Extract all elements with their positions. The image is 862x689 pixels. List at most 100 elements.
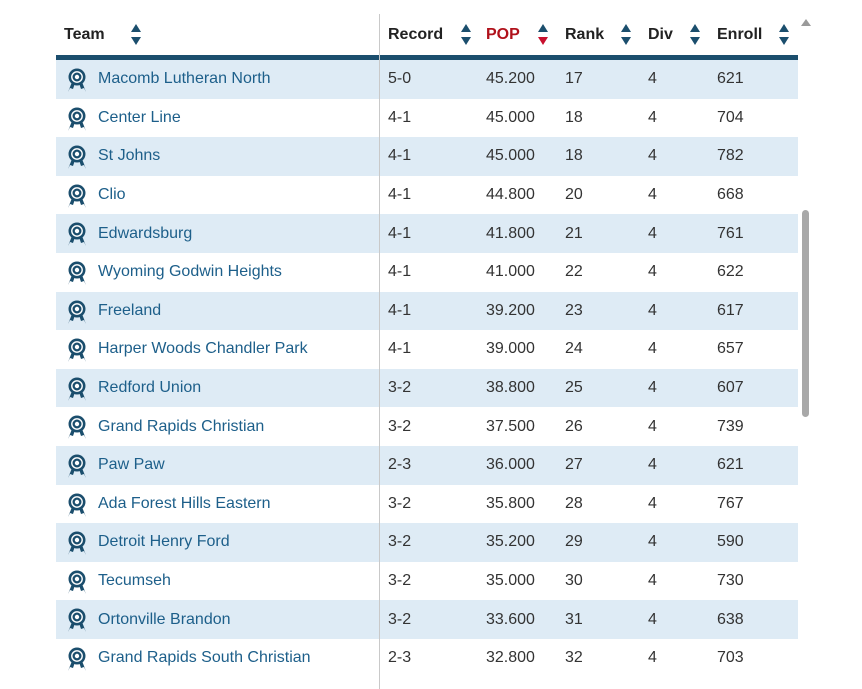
team-link[interactable]: Redford Union [98,379,202,397]
rank-cell: 21 [565,224,583,242]
team-link[interactable]: St Johns [98,147,161,165]
rank-cell: 17 [565,70,583,88]
column-header-record[interactable]: Record [388,14,471,55]
record-cell: 4-1 [388,108,412,126]
record-cell: 2-3 [388,456,412,474]
team-link[interactable]: Freeland [98,301,162,319]
team-link[interactable]: Detroit Henry Ford [98,533,230,551]
enroll-cell: 590 [717,533,744,551]
div-cell: 4 [648,610,657,628]
table-row: Ada Forest Hills Eastern 3-2 35.800 28 4 767 [56,485,798,524]
award-ribbon-icon [64,530,90,556]
team-link[interactable]: Wyoming Godwin Heights [98,263,282,281]
column-header-rank[interactable]: Rank [565,14,631,55]
table-row: Ortonville Brandon 3-2 33.600 31 4 638 [56,600,798,639]
scroll-up-icon[interactable] [801,19,811,26]
team-link[interactable]: Ortonville Brandon [98,610,231,628]
table-row: Edwardsburg 4-1 41.800 21 4 761 [56,214,798,253]
div-cell: 4 [648,379,657,397]
sort-arrows-icon[interactable] [689,22,701,48]
rank-cell: 30 [565,572,583,590]
column-header-pop[interactable]: POP [486,14,548,55]
team-link[interactable]: Grand Rapids Christian [98,417,265,435]
award-ribbon-icon [64,337,90,363]
sort-arrows-icon[interactable] [620,22,632,48]
team-link[interactable]: Clio [98,186,126,204]
div-cell: 4 [648,533,657,551]
table-row: Freeland 4-1 39.200 23 4 617 [56,291,798,331]
enroll-cell: 730 [717,572,744,590]
pop-cell: 39.000 [486,340,535,358]
record-cell: 4-1 [388,301,412,319]
award-ribbon-icon [64,646,90,672]
pop-cell: 41.000 [486,263,535,281]
column-header-div[interactable]: Div [648,14,700,55]
pop-cell: 35.200 [486,533,535,551]
div-cell: 4 [648,340,657,358]
pop-cell: 33.600 [486,610,535,628]
award-ribbon-icon [64,569,90,595]
team-link[interactable]: Ada Forest Hills Eastern [98,494,271,512]
column-label-pop: POP [486,25,520,43]
award-ribbon-icon [64,183,90,209]
award-ribbon-icon [64,106,90,132]
sort-arrows-icon[interactable] [130,22,142,48]
rank-cell: 20 [565,186,583,204]
column-label-record: Record [388,25,444,43]
record-cell: 2-3 [388,649,412,667]
record-cell: 3-2 [388,417,412,435]
team-link[interactable]: Macomb Lutheran North [98,70,271,88]
award-ribbon-icon [64,376,90,402]
record-cell: 3-2 [388,533,412,551]
award-ribbon-icon [64,414,90,440]
award-ribbon-icon [64,144,90,170]
enroll-cell: 657 [717,340,744,358]
div-cell: 4 [648,494,657,512]
enroll-cell: 621 [717,70,744,88]
enroll-cell: 739 [717,417,744,435]
rank-cell: 24 [565,340,583,358]
team-link[interactable]: Edwardsburg [98,224,193,242]
team-link[interactable]: Center Line [98,108,181,126]
column-header-team[interactable]: Team [64,14,141,55]
pop-cell: 37.500 [486,417,535,435]
team-link[interactable]: Grand Rapids South Christian [98,649,311,667]
sort-arrows-icon[interactable] [778,22,790,48]
record-cell: 3-2 [388,494,412,512]
enroll-cell: 622 [717,263,744,281]
rank-cell: 31 [565,610,583,628]
rank-cell: 18 [565,108,583,126]
team-link[interactable]: Harper Woods Chandler Park [98,340,308,358]
record-cell: 3-2 [388,379,412,397]
pop-cell: 45.000 [486,108,535,126]
div-cell: 4 [648,186,657,204]
table-row: Tecumseh 3-2 35.000 30 4 730 [56,562,798,601]
table-body: Macomb Lutheran North 5-0 45.200 17 4 621 Cent… [56,60,798,678]
scroll-thumb[interactable] [802,210,809,417]
column-label-team: Team [64,25,105,43]
team-link[interactable]: Tecumseh [98,572,171,590]
pop-cell: 41.800 [486,224,535,242]
sort-arrows-icon[interactable] [460,22,472,48]
table-row: St Johns 4-1 45.000 18 4 782 [56,137,798,176]
scrollbar[interactable] [800,14,812,689]
div-cell: 4 [648,649,657,667]
rank-cell: 26 [565,417,583,435]
enroll-cell: 638 [717,610,744,628]
column-label-enroll: Enroll [717,25,763,43]
sort-desc-icon[interactable] [537,22,549,48]
award-ribbon-icon [64,67,90,93]
column-header-enroll[interactable]: Enroll [717,14,789,55]
pop-cell: 35.000 [486,572,535,590]
column-label-rank: Rank [565,25,605,43]
award-ribbon-icon [64,492,90,518]
team-link[interactable]: Paw Paw [98,456,165,474]
column-label-div: Div [648,25,673,43]
rank-cell: 27 [565,456,583,474]
div-cell: 4 [648,417,657,435]
div-cell: 4 [648,263,657,281]
record-cell: 4-1 [388,263,412,281]
pop-cell: 44.800 [486,186,535,204]
rank-cell: 28 [565,494,583,512]
div-cell: 4 [648,572,657,590]
